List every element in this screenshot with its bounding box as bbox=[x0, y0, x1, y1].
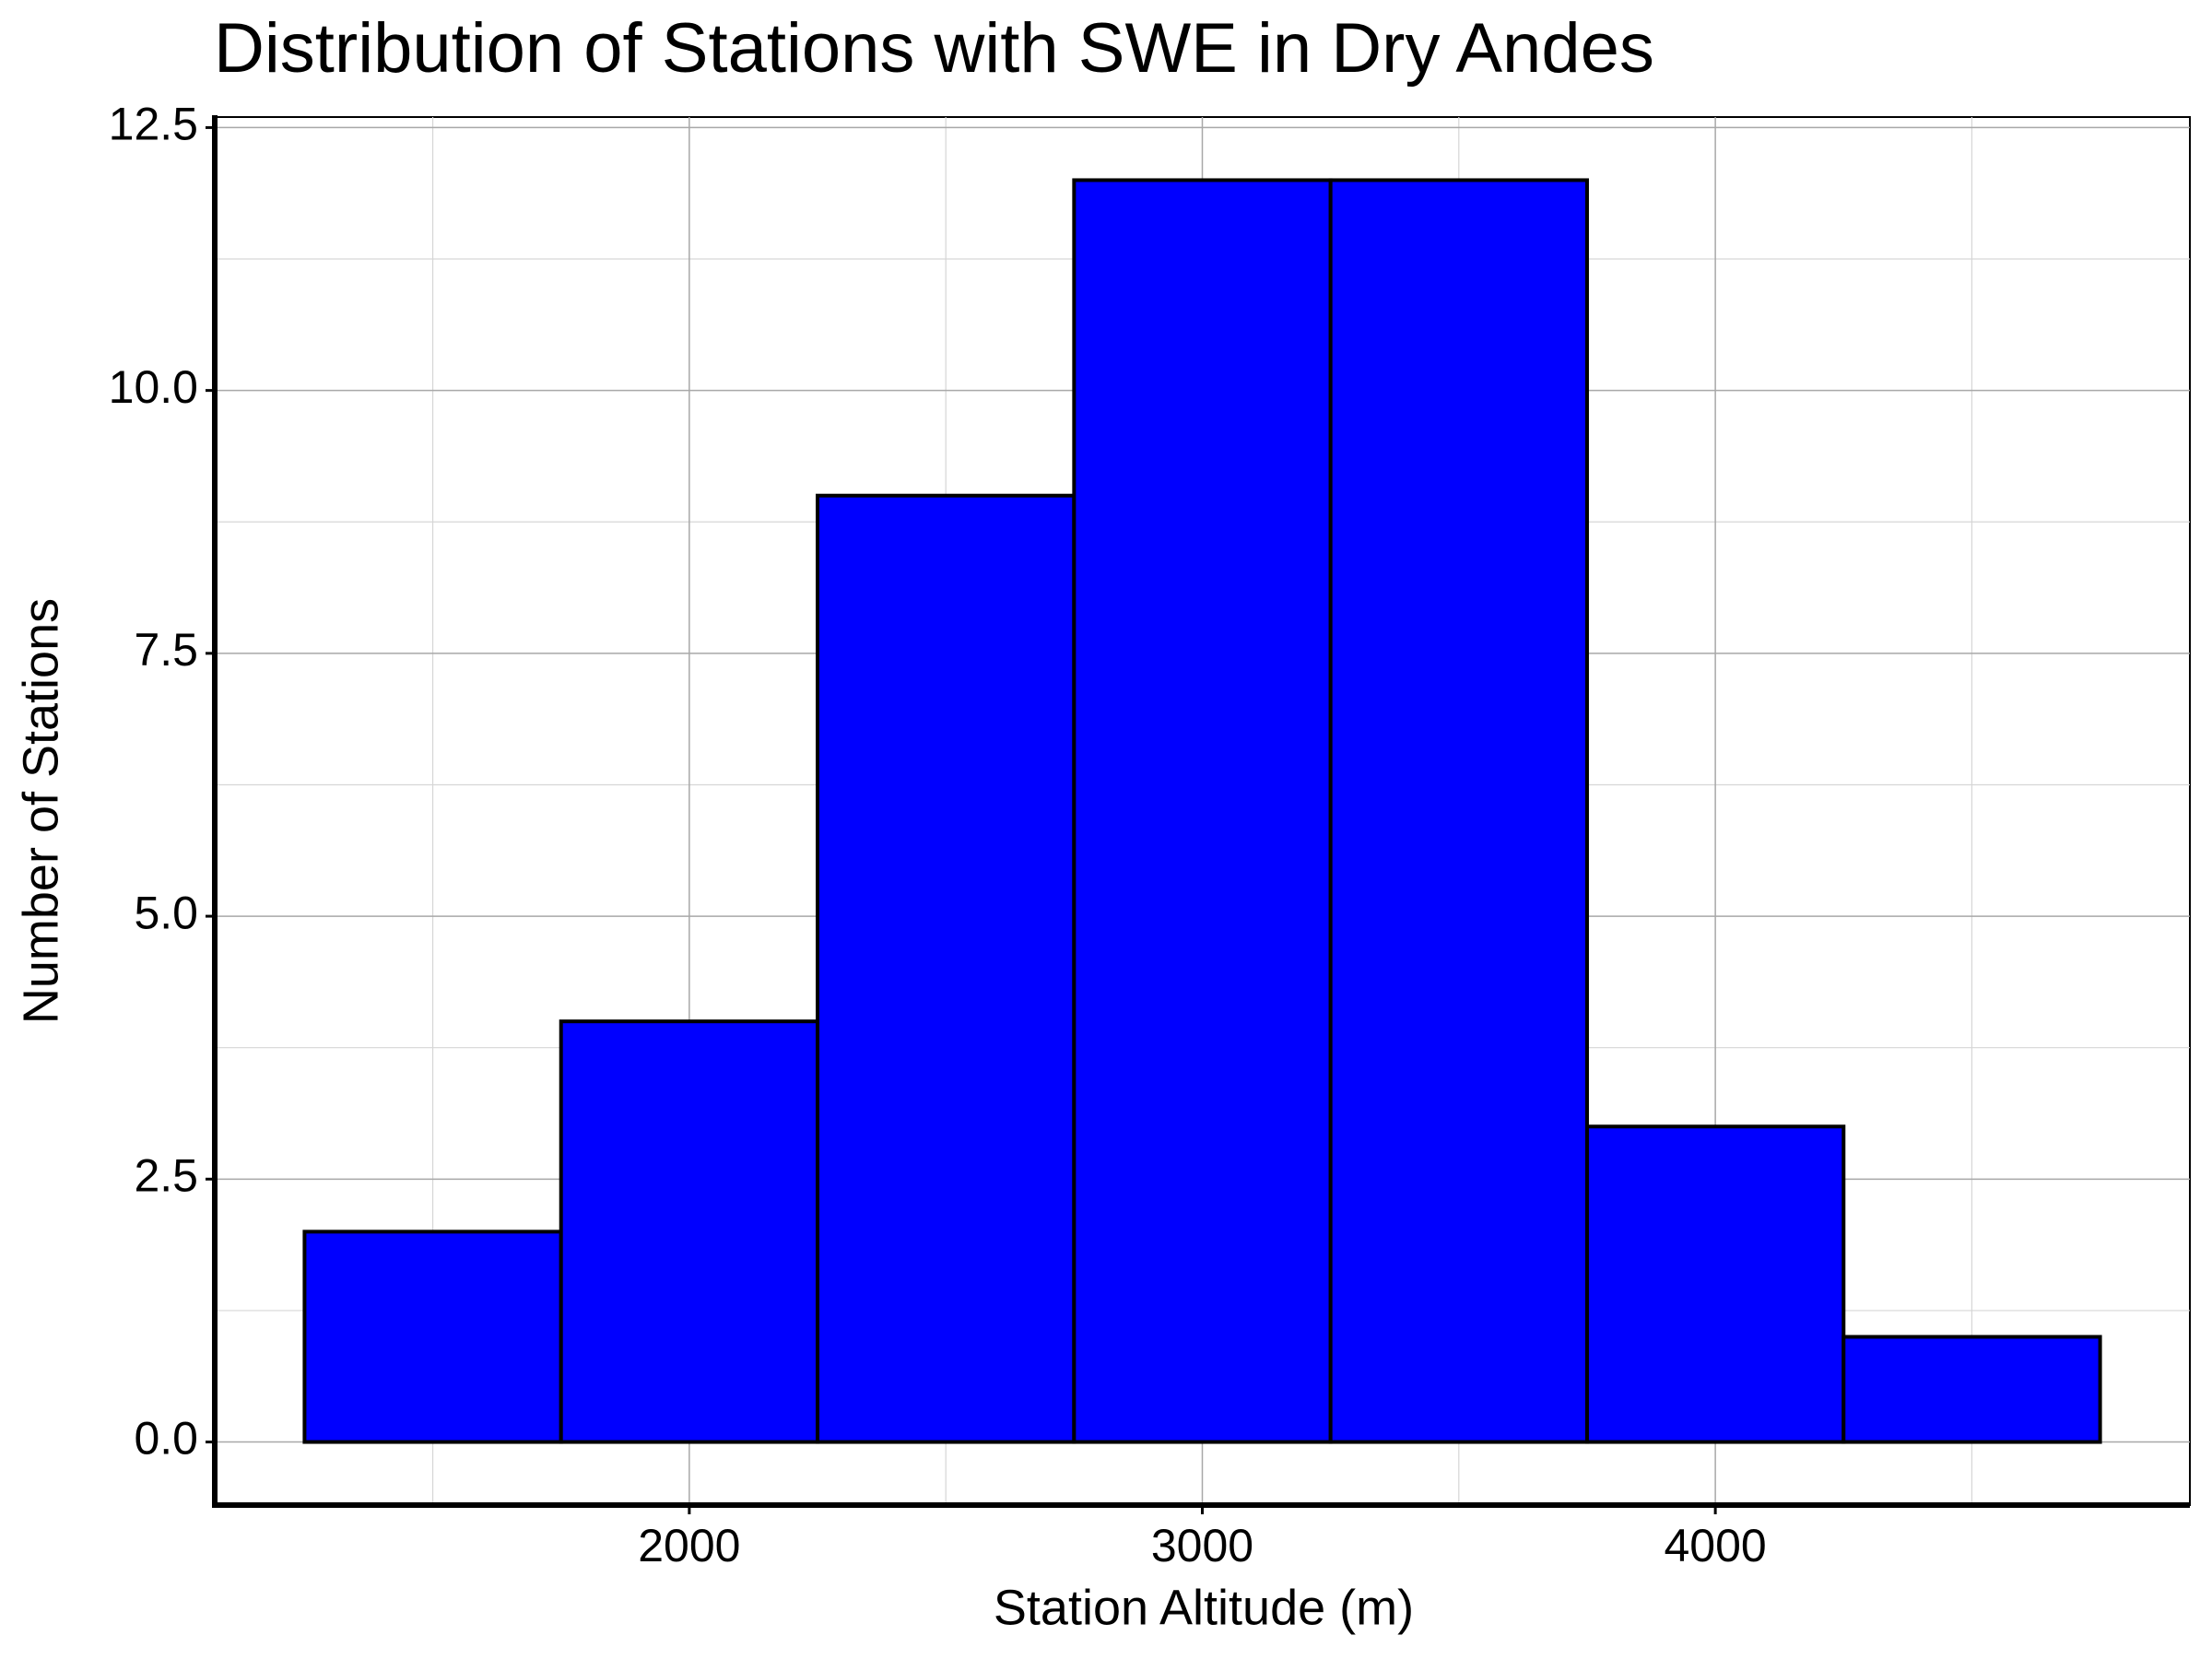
bar bbox=[302, 1230, 563, 1444]
chart-title: Distribution of Stations with SWE in Dry… bbox=[214, 9, 1654, 88]
y-tick-label: 0.0 bbox=[134, 1413, 198, 1465]
x-tick-label: 2000 bbox=[638, 1520, 740, 1571]
bar bbox=[1328, 178, 1589, 1444]
y-tick-label: 10.0 bbox=[109, 361, 198, 413]
y-tick-label: 2.5 bbox=[134, 1150, 198, 1202]
bar bbox=[1841, 1335, 2102, 1444]
y-tick-label: 7.5 bbox=[134, 624, 198, 676]
y-tick-label: 12.5 bbox=[109, 99, 198, 150]
x-tick-label: 3000 bbox=[1151, 1520, 1253, 1571]
x-tick-label: 4000 bbox=[1665, 1520, 1767, 1571]
bar bbox=[1584, 1124, 1846, 1444]
y-tick-label: 5.0 bbox=[134, 887, 198, 938]
bar bbox=[816, 493, 1077, 1444]
bar bbox=[1072, 178, 1333, 1444]
x-axis-title: Station Altitude (m) bbox=[994, 1580, 1414, 1635]
y-axis-title: Number of Stations bbox=[13, 598, 68, 1024]
bar bbox=[559, 1019, 820, 1444]
